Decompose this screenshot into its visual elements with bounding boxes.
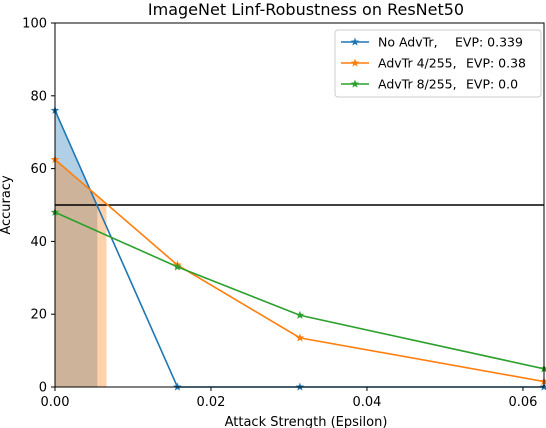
y-axis-label: Accuracy [0, 175, 14, 235]
legend-label-1: AdvTr 4/255, [378, 56, 457, 71]
x-tick-label-0: 0.00 [41, 395, 70, 410]
series-2-point-2 [295, 310, 305, 319]
legend-evp-2: EVP: 0.0 [466, 77, 518, 92]
series-1-point-2 [295, 333, 305, 342]
legend-label-2: AdvTr 8/255, [378, 77, 457, 92]
y-tick-label-4: 80 [30, 89, 47, 104]
axes: 0 20 40 60 80 100 0.00 0.02 0.04 0.06 [22, 17, 545, 410]
legend-marker-2 [350, 79, 360, 88]
plot-frame [54, 22, 545, 388]
legend-label-0: No AdvTr, [378, 35, 438, 50]
legend-evp-0: EVP: 0.339 [455, 35, 523, 50]
legend-box [334, 29, 542, 98]
x-tick-label-1: 0.02 [197, 395, 226, 410]
series-lines [50, 105, 546, 391]
legend-marker-0 [350, 37, 360, 46]
evp-fill-areas [55, 110, 107, 387]
y-tick-label-5: 100 [22, 17, 47, 32]
series-2-point-1 [173, 262, 182, 271]
legend: No AdvTr, EVP: 0.339 AdvTr 4/255, EVP: 0.38… [334, 29, 542, 98]
evp-rect-series-1 [55, 205, 107, 387]
y-tick-label-3: 60 [30, 162, 47, 177]
y-tick-label-0: 0 [39, 381, 47, 396]
x-tick-label-3: 0.06 [508, 395, 537, 410]
evp-rect-series-0 [55, 205, 98, 387]
legend-marker-1 [350, 58, 360, 67]
chart-title: ImageNet Linf-Robustness on ResNet50 [148, 0, 464, 19]
x-axis-label: Attack Strength (Epsilon) [225, 415, 388, 428]
series-line-0 [54, 110, 544, 388]
y-tick-label-1: 20 [30, 308, 47, 323]
series-line-2 [54, 211, 545, 370]
legend-evp-1: EVP: 0.38 [466, 56, 526, 71]
x-tick-label-2: 0.04 [352, 395, 381, 410]
y-tick-label-2: 40 [30, 235, 47, 250]
series-line-1 [54, 158, 545, 383]
